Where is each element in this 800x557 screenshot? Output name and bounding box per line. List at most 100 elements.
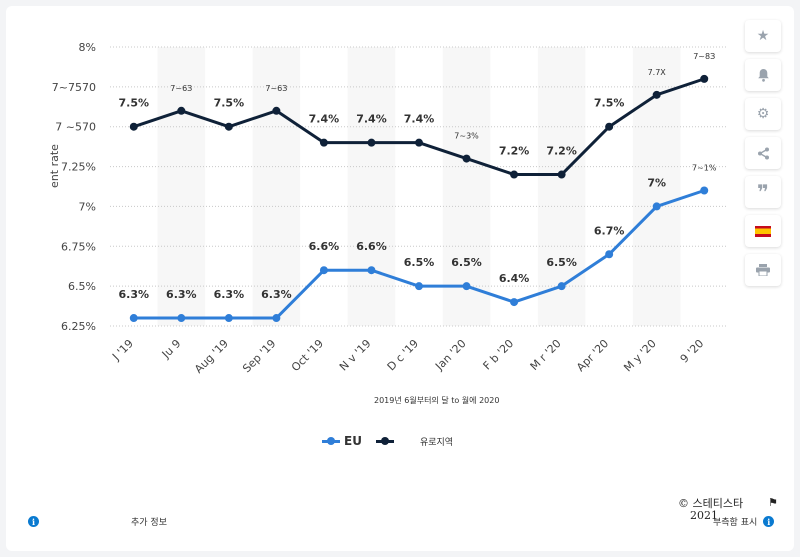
data-label: 6.7% [594, 224, 625, 237]
legend-eurozone-marker [375, 436, 394, 445]
x-tick-label: M y '20 [621, 337, 658, 374]
column-band [347, 47, 396, 326]
spain-flag-icon[interactable] [745, 215, 781, 247]
data-point [129, 314, 138, 323]
data-point [557, 282, 566, 291]
data-label: 6.3% [119, 288, 150, 301]
y-tick-label: 7~7570 [52, 81, 96, 94]
data-point [177, 314, 186, 323]
x-tick-label: M r '20 [528, 337, 564, 373]
copyright-year: 2021 [690, 509, 718, 522]
data-label: 7~1% [692, 163, 717, 172]
column-band [157, 47, 206, 326]
copyright[interactable]: © 스테티스타 [678, 497, 744, 510]
more-info-link[interactable]: i 추가 정보 [28, 515, 167, 528]
quote-icon[interactable]: ❞ [745, 176, 781, 208]
report-link[interactable]: 부측함 표시 i [713, 515, 775, 528]
data-label: 7.4% [404, 113, 435, 126]
legend-eurozone-label: 유로지역 [419, 437, 454, 448]
share-icon[interactable] [745, 137, 781, 169]
data-point [272, 106, 281, 115]
column-band [537, 47, 586, 326]
legend: EU 유로지역 [322, 434, 467, 448]
more-info-label: 추가 정보 [131, 518, 167, 528]
x-tick-label: F b '20 [481, 337, 517, 373]
x-tick-label: 9 '20 [678, 337, 707, 366]
x-axis-caption: 2019년 6월부터의 달 to 월에 2020 [374, 396, 500, 405]
y-tick-label: 6.75% [61, 240, 96, 253]
data-label: 7.5% [119, 97, 150, 110]
report-label: 부측함 표시 [713, 518, 758, 528]
gear-icon[interactable]: ⚙ [745, 98, 781, 130]
data-point [224, 122, 233, 131]
data-point [129, 122, 138, 131]
data-label: 7.4% [309, 113, 340, 126]
x-tick-label: Apr '20 [574, 337, 611, 374]
column-band [252, 47, 301, 326]
data-point [367, 138, 376, 147]
data-point [462, 282, 471, 291]
x-tick-label: Ju 9 [159, 337, 184, 362]
bell-icon[interactable] [745, 59, 781, 91]
data-point [319, 138, 328, 147]
data-point [605, 250, 614, 259]
data-point [700, 186, 709, 195]
column-band [442, 47, 491, 326]
data-point [652, 90, 661, 99]
legend-item-eu[interactable]: EU [322, 434, 362, 448]
legend-eu-label: EU [344, 434, 362, 448]
x-tick-label: Oct '19 [289, 337, 326, 374]
y-tick-label: 8% [79, 41, 96, 54]
data-point [224, 314, 233, 323]
y-tick-label: 7% [79, 200, 96, 213]
data-label: 7.5% [214, 97, 245, 110]
legend-item-eurozone[interactable]: 유로지역 [375, 435, 454, 448]
data-point [367, 266, 376, 275]
x-tick-label: Sep '19 [240, 337, 278, 375]
data-label: 7.2% [546, 145, 577, 158]
legend-eu-marker [322, 436, 340, 445]
star-icon[interactable]: ★ [745, 20, 781, 52]
data-point [177, 106, 186, 115]
x-tick-label: J '19 [109, 337, 136, 364]
x-tick-label: Aug '19 [192, 337, 231, 376]
data-point [557, 170, 566, 179]
data-label: 7.2% [499, 145, 530, 158]
data-label: 6.5% [546, 256, 577, 269]
data-label: 6.3% [166, 288, 197, 301]
y-axis-label: ent rate [48, 144, 61, 188]
data-point [462, 154, 471, 163]
y-tick-label: 6.5% [68, 280, 96, 293]
side-toolbar: ★ ⚙ ❞ [745, 20, 781, 293]
report-flag-icon[interactable]: ⚑ [768, 496, 778, 509]
data-label: 7.5% [594, 97, 625, 110]
y-tick-label: 6.25% [61, 320, 96, 333]
data-label: 6.5% [404, 256, 435, 269]
y-tick-label: 7.25% [61, 161, 96, 174]
data-point [700, 74, 709, 83]
line-chart: 6.25% 6.5% 6.75% 7% 7.25% 7 ~570 7~7570 8% ent r… [48, 41, 728, 376]
data-label: 7~6З [265, 84, 287, 93]
data-label: 6.3% [261, 288, 292, 301]
info-icon: i [28, 516, 39, 527]
x-tick-label: Jan '20 [432, 337, 468, 373]
data-label: 7% [647, 176, 666, 189]
data-label: 7~3% [454, 132, 479, 141]
data-label: 7.7X [648, 68, 667, 77]
data-label: 6.3% [214, 288, 245, 301]
x-tick-label: D c '19 [385, 337, 421, 373]
data-point [510, 170, 519, 179]
chart-card: 6.25% 6.5% 6.75% 7% 7.25% 7 ~570 7~7570 8% ent r… [6, 6, 794, 551]
y-tick-label: 7 ~570 [55, 121, 96, 134]
data-point [605, 122, 614, 131]
print-icon[interactable] [745, 254, 781, 286]
data-label: 6.4% [499, 272, 530, 285]
data-label: 7~6З [170, 84, 192, 93]
data-point [652, 202, 661, 211]
data-label: 7.4% [356, 113, 387, 126]
data-label: 6.6% [356, 240, 387, 253]
data-label: 6.6% [309, 240, 340, 253]
x-tick-label: N v '19 [337, 337, 374, 374]
data-point [415, 138, 423, 147]
data-label: 7~8З [693, 52, 715, 61]
